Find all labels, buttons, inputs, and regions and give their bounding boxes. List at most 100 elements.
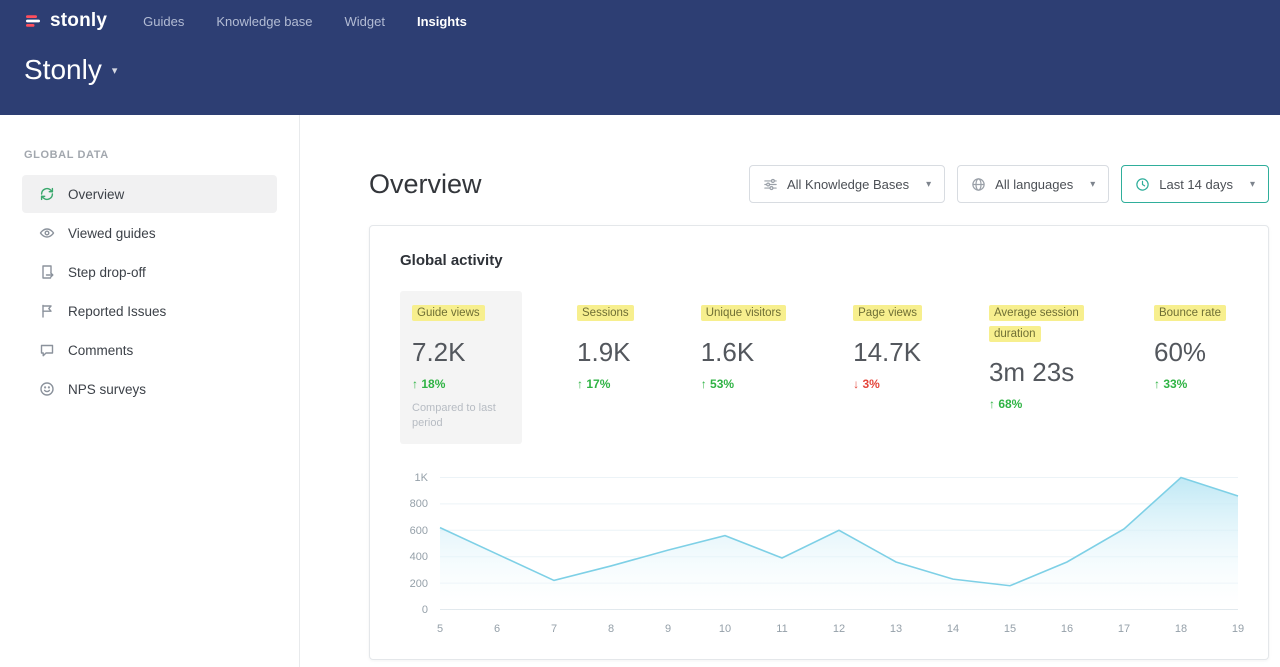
eye-icon: [39, 225, 55, 241]
metric-delta: ↑ 18%: [412, 377, 510, 391]
metric-label: Page views: [853, 305, 922, 321]
activity-chart: 0 200 400 600 800 1K 5 6 7 8 9 10 11 12 13 14 15 16 17 18 1…: [400, 472, 1244, 637]
x-tick-label: 12: [832, 623, 846, 636]
y-tick-label: 800: [409, 498, 428, 511]
x-tick-label: 5: [436, 623, 444, 636]
language-filter-label: All languages: [995, 176, 1074, 192]
sidebar: GLOBAL DATA Overview Viewed guides: [0, 115, 300, 667]
sidebar-item-label: Overview: [68, 186, 125, 202]
sidebar-item-label: Reported Issues: [68, 303, 167, 319]
global-activity-card: Global activity Guide views 7.2K ↑ 18% C…: [369, 225, 1269, 661]
x-tick-label: 19: [1231, 623, 1245, 636]
sidebar-item-viewed-guides[interactable]: Viewed guides: [22, 214, 277, 252]
stonly-logo[interactable]: stonly: [24, 10, 107, 32]
sidebar-item-step-drop-off[interactable]: Step drop-off: [22, 253, 277, 291]
metric-label: Guide views: [412, 305, 485, 321]
x-tick-label: 6: [493, 623, 501, 636]
trend-up-icon: ↑: [577, 376, 584, 391]
metric-page-views[interactable]: Page views 14.7K ↓ 3%: [841, 291, 934, 403]
caret-down-icon: ▾: [926, 178, 932, 190]
metric-label: Bounce rate: [1153, 305, 1226, 321]
metric-average-session-duration[interactable]: Average session duration 3m 23s ↑ 68%: [977, 291, 1099, 423]
knowledge-base-filter-label: All Knowledge Bases: [786, 176, 910, 192]
metric-delta-value: 18%: [421, 376, 446, 391]
metric-value: 1.9K: [577, 336, 631, 367]
metric-unique-visitors[interactable]: Unique visitors 1.6K ↑ 53%: [689, 291, 798, 403]
sidebar-item-reported-issues[interactable]: Reported Issues: [22, 292, 277, 330]
metric-note: Compared to last period: [412, 401, 496, 430]
metric-delta-value: 68%: [998, 397, 1023, 412]
clock-icon: [1135, 177, 1150, 192]
sidebar-section-label: GLOBAL DATA: [24, 149, 109, 161]
y-tick-label: 1K: [414, 471, 428, 484]
metric-label: Average session duration: [988, 305, 1084, 342]
top-header: stonly Guides Knowledge base Widget Insi…: [0, 0, 1280, 115]
metric-delta-value: 53%: [710, 376, 735, 391]
chart-y-axis: 0 200 400 600 800 1K: [400, 472, 440, 616]
sidebar-item-label: Step drop-off: [68, 264, 146, 280]
x-tick-label: 10: [718, 623, 732, 636]
nav-insights[interactable]: Insights: [416, 13, 467, 29]
metric-delta: ↑ 53%: [701, 377, 786, 391]
sidebar-item-comments[interactable]: Comments: [22, 331, 277, 369]
brand-wordmark: stonly: [50, 10, 108, 31]
nav-guides[interactable]: Guides: [143, 13, 185, 29]
metric-bounce-rate[interactable]: Bounce rate 60% ↑ 33%: [1142, 291, 1238, 403]
activity-chart-svg: [440, 476, 1238, 611]
x-tick-label: 13: [889, 623, 903, 636]
sidebar-item-label: Comments: [68, 342, 134, 358]
filters: All Knowledge Bases ▾ All languages ▾: [748, 165, 1269, 203]
metric-delta-value: 33%: [1163, 376, 1188, 391]
trend-down-icon: ↓: [853, 376, 860, 391]
trend-up-icon: ↑: [988, 397, 995, 412]
card-title: Global activity: [400, 252, 503, 269]
metric-value: 60%: [1153, 336, 1207, 367]
y-tick-label: 400: [409, 551, 428, 564]
metric-label: Unique visitors: [700, 305, 787, 321]
x-tick-label: 17: [1117, 623, 1131, 636]
overview-refresh-icon: [39, 186, 55, 202]
metric-sessions[interactable]: Sessions 1.9K ↑ 17%: [565, 291, 646, 403]
nav-knowledge-base[interactable]: Knowledge base: [216, 13, 313, 29]
metric-label: Sessions: [577, 305, 634, 321]
metric-delta-value: 3%: [862, 376, 880, 391]
x-tick-label: 8: [607, 623, 615, 636]
y-tick-label: 200: [409, 577, 428, 590]
x-tick-label: 7: [550, 623, 558, 636]
nav-widget[interactable]: Widget: [344, 13, 385, 29]
smiley-icon: [39, 381, 55, 397]
workspace-switcher[interactable]: Stonly ▾: [24, 54, 1256, 86]
chart-plot: [440, 476, 1238, 611]
globe-icon: [971, 177, 986, 192]
date-range-filter-label: Last 14 days: [1159, 176, 1233, 192]
x-tick-label: 14: [946, 623, 960, 636]
flag-icon: [39, 303, 55, 319]
caret-down-icon: ▾: [1090, 178, 1096, 190]
knowledge-base-filter[interactable]: All Knowledge Bases ▾: [748, 165, 946, 203]
metric-guide-views[interactable]: Guide views 7.2K ↑ 18% Compared to last …: [400, 291, 522, 445]
y-tick-label: 0: [421, 603, 428, 616]
top-navigation: stonly Guides Knowledge base Widget Insi…: [24, 0, 1256, 42]
sidebar-item-overview[interactable]: Overview: [22, 175, 277, 213]
trend-up-icon: ↑: [700, 376, 707, 391]
metric-delta: ↓ 3%: [853, 377, 922, 391]
sidebar-item-label: Viewed guides: [68, 225, 156, 241]
x-tick-label: 11: [776, 623, 788, 636]
x-tick-label: 15: [1003, 623, 1017, 636]
workspace-title: Stonly: [24, 54, 102, 85]
y-tick-label: 600: [409, 524, 428, 537]
language-filter[interactable]: All languages ▾: [957, 165, 1110, 203]
metric-delta: ↑ 68%: [989, 397, 1087, 411]
metric-value: 1.6K: [700, 336, 755, 367]
x-tick-label: 16: [1060, 623, 1074, 636]
workspace-caret-down-icon[interactable]: ▾: [111, 64, 118, 77]
metric-value: 14.7K: [853, 336, 922, 367]
step-dropoff-icon: [39, 264, 55, 280]
metric-value: 3m 23s: [988, 357, 1075, 388]
page-title: Overview: [369, 168, 482, 199]
date-range-filter[interactable]: Last 14 days ▾: [1121, 165, 1269, 203]
sidebar-item-nps-surveys[interactable]: NPS surveys: [22, 370, 277, 408]
x-tick-label: 18: [1174, 623, 1188, 636]
metric-delta-value: 17%: [586, 376, 611, 391]
x-tick-label: 9: [664, 623, 672, 636]
